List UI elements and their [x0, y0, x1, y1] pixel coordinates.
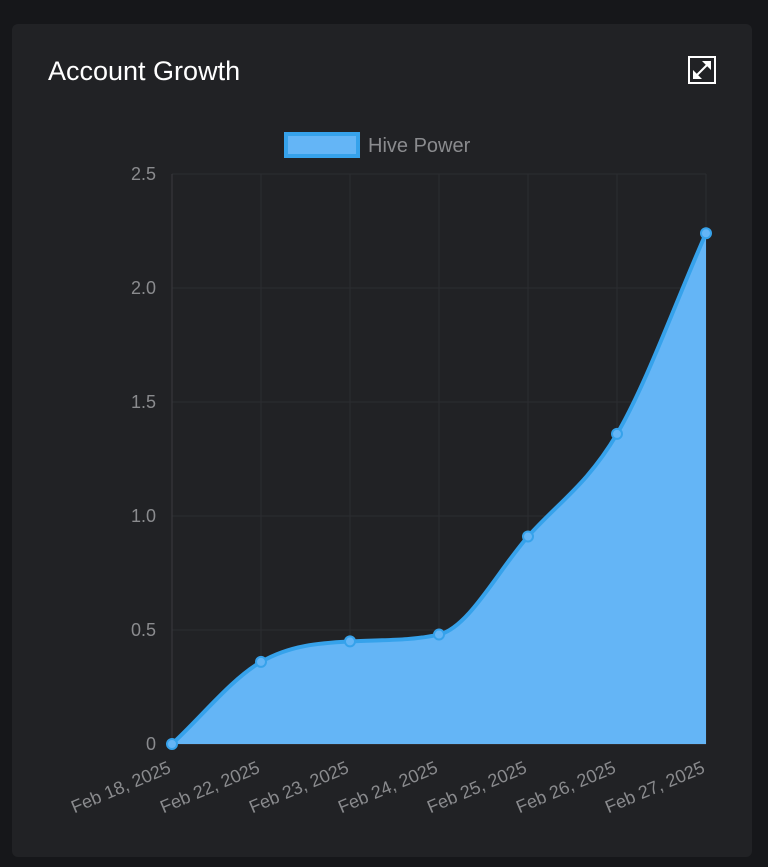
- x-tick-label: Feb 24, 2025: [335, 757, 440, 817]
- account-growth-card: Account Growth 0 0.5 1.0 1.5 2.0 2.5 Feb 18, 2…: [12, 24, 752, 857]
- expand-button[interactable]: [688, 56, 716, 84]
- y-tick-label: 2.5: [131, 164, 156, 184]
- y-tick-label: 0: [146, 734, 156, 754]
- y-tick-label: 1.0: [131, 506, 156, 526]
- data-point-5: [611, 427, 623, 440]
- x-tick-label: Feb 22, 2025: [157, 757, 262, 817]
- y-tick-label: 1.5: [131, 392, 156, 412]
- card-title: Account Growth: [48, 56, 241, 86]
- data-point-0: [166, 738, 178, 750]
- data-point-4: [522, 530, 534, 543]
- x-tick-label: Feb 25, 2025: [424, 757, 529, 817]
- x-tick-label: Feb 27, 2025: [602, 757, 707, 817]
- legend-swatch: [284, 132, 360, 158]
- data-point-3: [433, 628, 445, 641]
- x-tick-label: Feb 26, 2025: [513, 757, 618, 817]
- y-tick-label: 2.0: [131, 278, 156, 298]
- expand-icon: [688, 56, 716, 84]
- data-point-1: [255, 655, 267, 668]
- legend-label: Hive Power: [368, 135, 471, 157]
- grid: [171, 173, 707, 745]
- x-tick-label: Feb 18, 2025: [68, 757, 173, 817]
- y-tick-label: 0.5: [131, 620, 156, 640]
- series-area: [172, 233, 706, 744]
- data-point-6: [700, 227, 712, 240]
- data-point-2: [344, 635, 356, 648]
- x-tick-label: Feb 23, 2025: [246, 757, 351, 817]
